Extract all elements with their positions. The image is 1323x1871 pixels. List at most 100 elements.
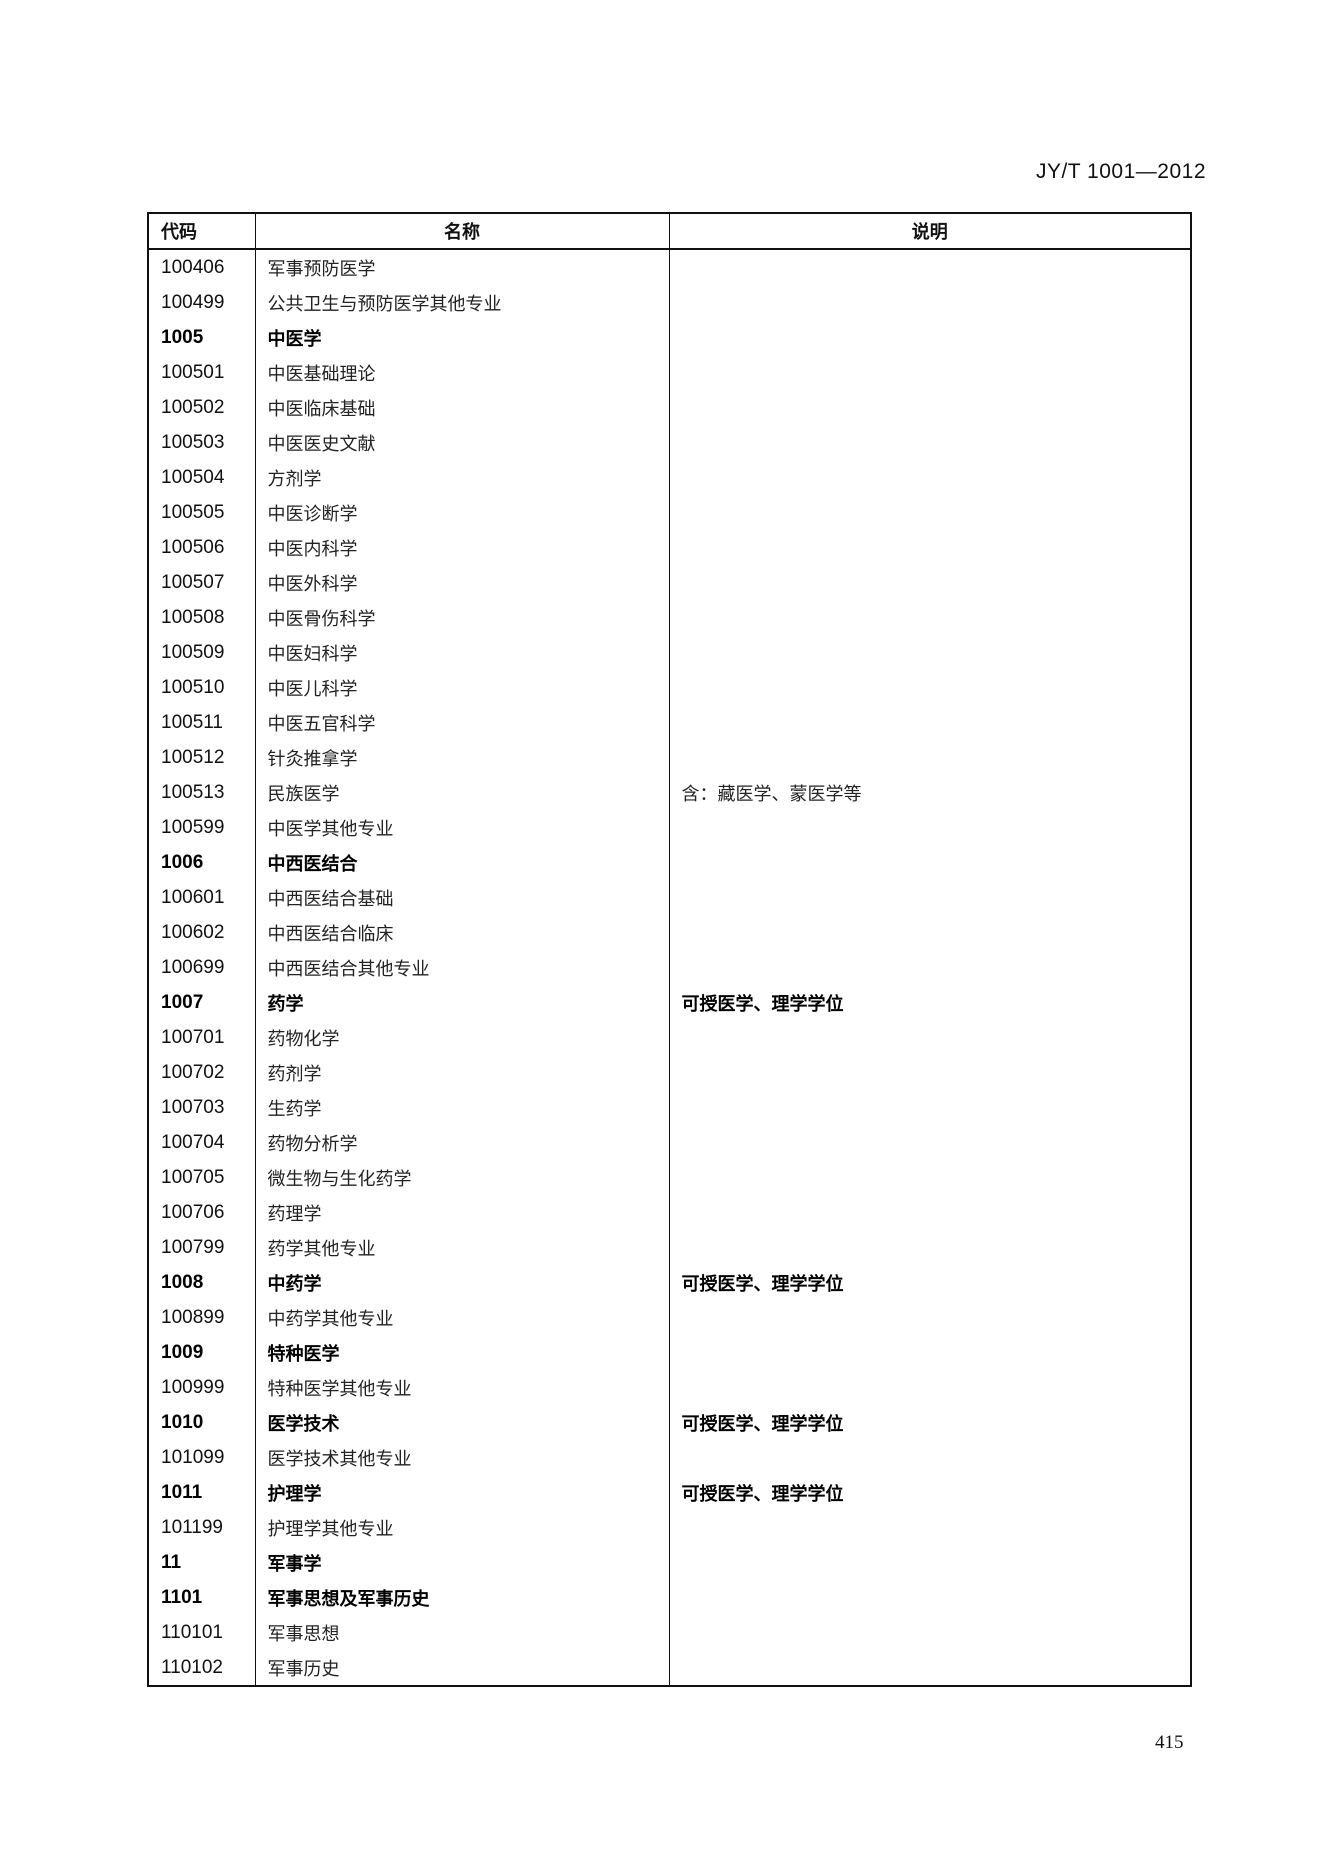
name-cell: 护理学 <box>254 1475 669 1510</box>
code-cell: 100501 <box>147 355 255 390</box>
note-cell <box>668 285 1191 320</box>
code-cell: 1008 <box>147 1265 255 1300</box>
note-cell <box>668 355 1191 390</box>
note-cell <box>668 530 1191 565</box>
table-row: 100703 生药学 <box>147 1090 1191 1125</box>
note-cell <box>668 565 1191 600</box>
name-cell: 军事思想 <box>254 1615 669 1650</box>
table-header-row: 代码 名称 说明 <box>147 213 1191 250</box>
code-cell: 100512 <box>147 740 255 775</box>
page-number: 415 <box>1155 1732 1184 1753</box>
code-cell: 101199 <box>147 1510 255 1545</box>
name-cell: 中医医史文献 <box>254 425 669 460</box>
note-cell <box>668 460 1191 495</box>
name-cell: 药剂学 <box>254 1055 669 1090</box>
code-cell: 100502 <box>147 390 255 425</box>
code-cell: 1005 <box>147 320 255 355</box>
code-cell: 11 <box>147 1545 255 1580</box>
table-row: 100506 中医内科学 <box>147 530 1191 565</box>
table-row: 101199 护理学其他专业 <box>147 1510 1191 1545</box>
code-cell: 110102 <box>147 1650 255 1686</box>
name-cell: 民族医学 <box>254 775 669 810</box>
note-cell <box>668 670 1191 705</box>
note-cell <box>668 635 1191 670</box>
table-row: 100501 中医基础理论 <box>147 355 1191 390</box>
code-cell: 100706 <box>147 1195 255 1230</box>
table-row: 100502 中医临床基础 <box>147 390 1191 425</box>
name-cell: 中医外科学 <box>254 565 669 600</box>
code-cell: 100703 <box>147 1090 255 1125</box>
name-cell: 军事历史 <box>254 1650 669 1686</box>
code-cell: 100511 <box>147 705 255 740</box>
code-cell: 1006 <box>147 845 255 880</box>
table-row: 100799 药学其他专业 <box>147 1230 1191 1265</box>
name-cell: 药理学 <box>254 1195 669 1230</box>
table-row: 1006 中西医结合 <box>147 845 1191 880</box>
standard-number: JY/T 1001—2012 <box>1035 160 1206 183</box>
code-cell: 100510 <box>147 670 255 705</box>
table-row: 100512 针灸推拿学 <box>147 740 1191 775</box>
table-row: 100507 中医外科学 <box>147 565 1191 600</box>
note-cell <box>668 810 1191 845</box>
table-row: 1011 护理学 可授医学、理学学位 <box>147 1475 1191 1510</box>
code-cell: 100513 <box>147 775 255 810</box>
table-row: 100702 药剂学 <box>147 1055 1191 1090</box>
code-cell: 100601 <box>147 880 255 915</box>
table-row: 101099 医学技术其他专业 <box>147 1440 1191 1475</box>
note-cell <box>668 1650 1191 1686</box>
table-row: 100699 中西医结合其他专业 <box>147 950 1191 985</box>
note-cell <box>668 880 1191 915</box>
name-cell: 公共卫生与预防医学其他专业 <box>254 285 669 320</box>
name-cell: 中医学 <box>254 320 669 355</box>
code-cell: 100799 <box>147 1230 255 1265</box>
note-cell <box>668 1090 1191 1125</box>
column-header-code: 代码 <box>147 213 255 250</box>
name-cell: 特种医学 <box>254 1335 669 1370</box>
code-cell: 100507 <box>147 565 255 600</box>
code-cell: 100508 <box>147 600 255 635</box>
name-cell: 中医诊断学 <box>254 495 669 530</box>
name-cell: 药学 <box>254 985 669 1020</box>
name-cell: 中西医结合其他专业 <box>254 950 669 985</box>
table-row: 100999 特种医学其他专业 <box>147 1370 1191 1405</box>
note-cell <box>668 1160 1191 1195</box>
name-cell: 药学其他专业 <box>254 1230 669 1265</box>
table-row: 100706 药理学 <box>147 1195 1191 1230</box>
code-cell: 1101 <box>147 1580 255 1615</box>
note-cell <box>668 1440 1191 1475</box>
name-cell: 生药学 <box>254 1090 669 1125</box>
note-cell <box>668 1335 1191 1370</box>
note-cell <box>668 1615 1191 1650</box>
code-cell: 100705 <box>147 1160 255 1195</box>
note-cell <box>668 1545 1191 1580</box>
note-cell: 可授医学、理学学位 <box>668 1405 1191 1440</box>
note-cell <box>668 495 1191 530</box>
table-row: 110102 军事历史 <box>147 1650 1191 1686</box>
name-cell: 中医内科学 <box>254 530 669 565</box>
name-cell: 药物分析学 <box>254 1125 669 1160</box>
note-cell <box>668 425 1191 460</box>
note-cell <box>668 705 1191 740</box>
code-cell: 1011 <box>147 1475 255 1510</box>
table-row: 11 军事学 <box>147 1545 1191 1580</box>
name-cell: 军事思想及军事历史 <box>254 1580 669 1615</box>
table-row: 100602 中西医结合临床 <box>147 915 1191 950</box>
code-cell: 100509 <box>147 635 255 670</box>
code-cell: 1010 <box>147 1405 255 1440</box>
code-cell: 100602 <box>147 915 255 950</box>
table-row: 100508 中医骨伤科学 <box>147 600 1191 635</box>
name-cell: 中西医结合基础 <box>254 880 669 915</box>
table-row: 100701 药物化学 <box>147 1020 1191 1055</box>
table-row: 1008 中药学 可授医学、理学学位 <box>147 1265 1191 1300</box>
note-cell <box>668 1230 1191 1265</box>
table-row: 100503 中医医史文献 <box>147 425 1191 460</box>
table-row: 100406 军事预防医学 <box>147 249 1191 285</box>
note-cell <box>668 1300 1191 1335</box>
name-cell: 中西医结合 <box>254 845 669 880</box>
note-cell <box>668 1020 1191 1055</box>
note-cell: 含：藏医学、蒙医学等 <box>668 775 1191 810</box>
name-cell: 药物化学 <box>254 1020 669 1055</box>
name-cell: 特种医学其他专业 <box>254 1370 669 1405</box>
table-row: 110101 军事思想 <box>147 1615 1191 1650</box>
name-cell: 中医妇科学 <box>254 635 669 670</box>
